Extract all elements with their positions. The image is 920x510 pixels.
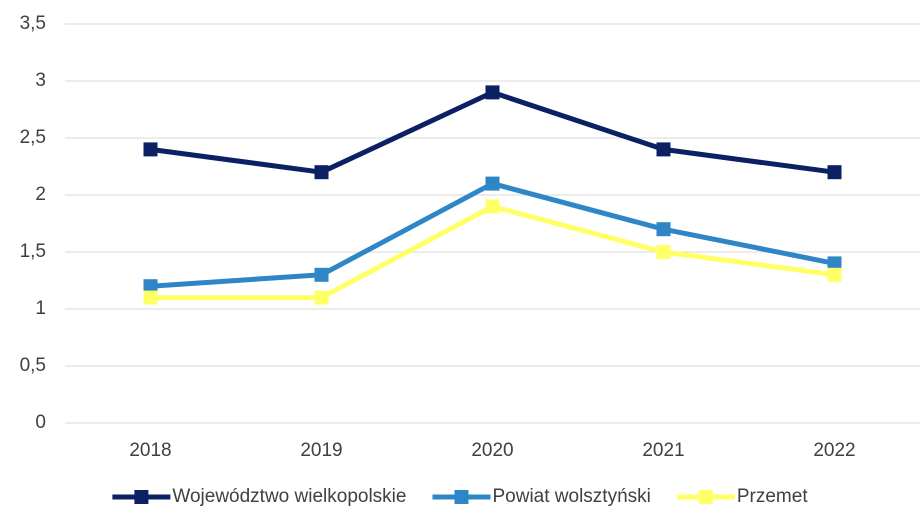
point-marker: [314, 267, 329, 282]
x-tick-label: 2020: [471, 440, 513, 461]
legend-label: Województwo wielkopolskie: [172, 486, 406, 507]
y-tick-label: 2: [35, 184, 46, 205]
point-marker: [656, 245, 671, 259]
legend-marker: [134, 490, 149, 504]
point-marker: [143, 142, 158, 157]
x-tick-label: 2022: [813, 440, 855, 461]
y-tick-label: 1,5: [20, 241, 46, 262]
legend-label: Przemet: [737, 486, 808, 507]
y-tick-label: 0: [35, 412, 46, 433]
y-tick-label: 3: [35, 70, 46, 91]
point-marker: [656, 222, 671, 237]
legend-marker: [698, 490, 713, 504]
y-tick-label: 1: [35, 298, 46, 319]
point-marker: [485, 199, 500, 214]
y-tick-label: 3,5: [20, 13, 46, 34]
point-marker: [827, 256, 842, 271]
x-tick-label: 2019: [300, 440, 342, 461]
point-marker: [314, 165, 329, 180]
x-tick-label: 2021: [642, 440, 684, 461]
series-line: [150, 181, 835, 289]
legend-marker: [454, 490, 469, 504]
x-tick-label: 2018: [129, 440, 171, 461]
legend: Województwo wielkopolskie Powiat wolsztyń…: [112, 486, 808, 507]
point-marker: [143, 279, 158, 294]
point-marker: [314, 290, 329, 305]
point-marker: [656, 142, 671, 157]
legend-label: Powiat wolsztyński: [492, 486, 650, 507]
y-tick-label: 2,5: [20, 127, 46, 148]
point-marker: [485, 176, 500, 191]
point-marker: [827, 165, 842, 180]
series-line: [150, 89, 835, 175]
point-marker: [143, 290, 158, 305]
point-marker: [485, 85, 500, 100]
y-tick-label: 0,5: [20, 355, 46, 376]
point-marker: [827, 267, 842, 282]
